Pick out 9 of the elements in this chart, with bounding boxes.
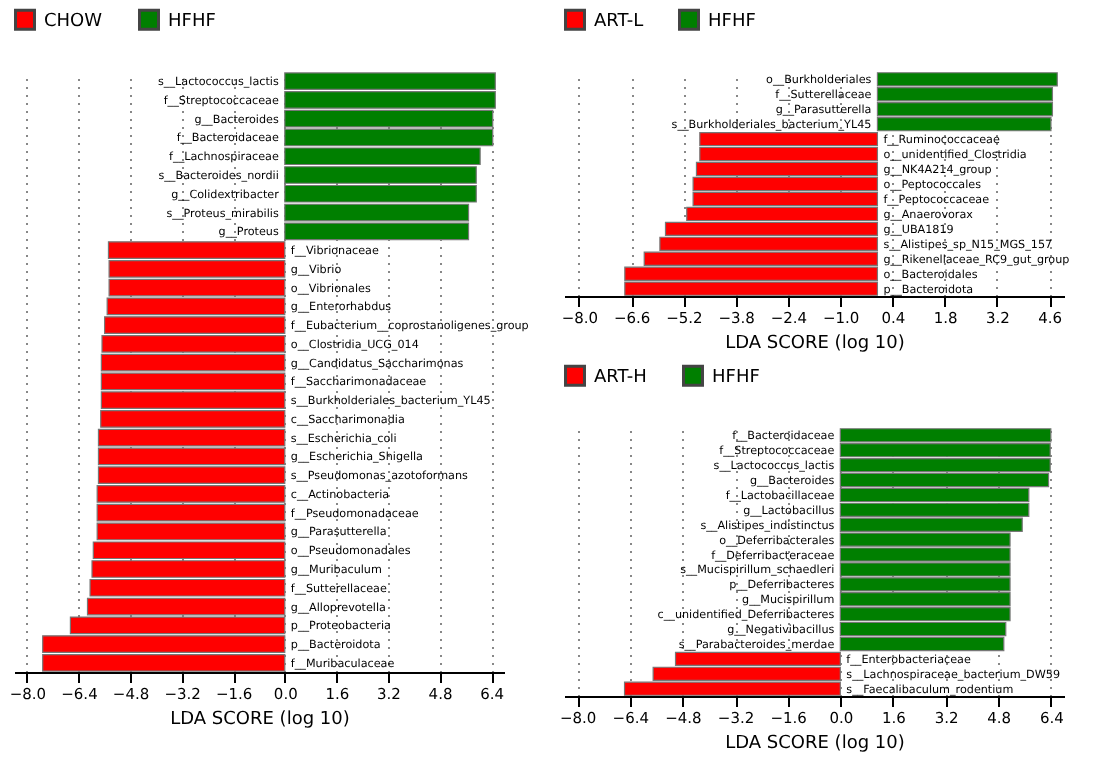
legend-label: ART-H	[594, 367, 647, 388]
legend-label: HFHF	[708, 11, 756, 32]
legend-label: CHOW	[44, 11, 103, 32]
x-axis-title: LDA SCORE (log 10)	[725, 334, 905, 354]
x-axis-title: LDA SCORE (log 10)	[725, 734, 905, 754]
legend-label: ART-L	[594, 11, 644, 32]
legend-label: HFHF	[712, 367, 760, 388]
x-axis-title: LDA SCORE (log 10)	[170, 710, 350, 730]
legend-label: HFHF	[168, 11, 216, 32]
